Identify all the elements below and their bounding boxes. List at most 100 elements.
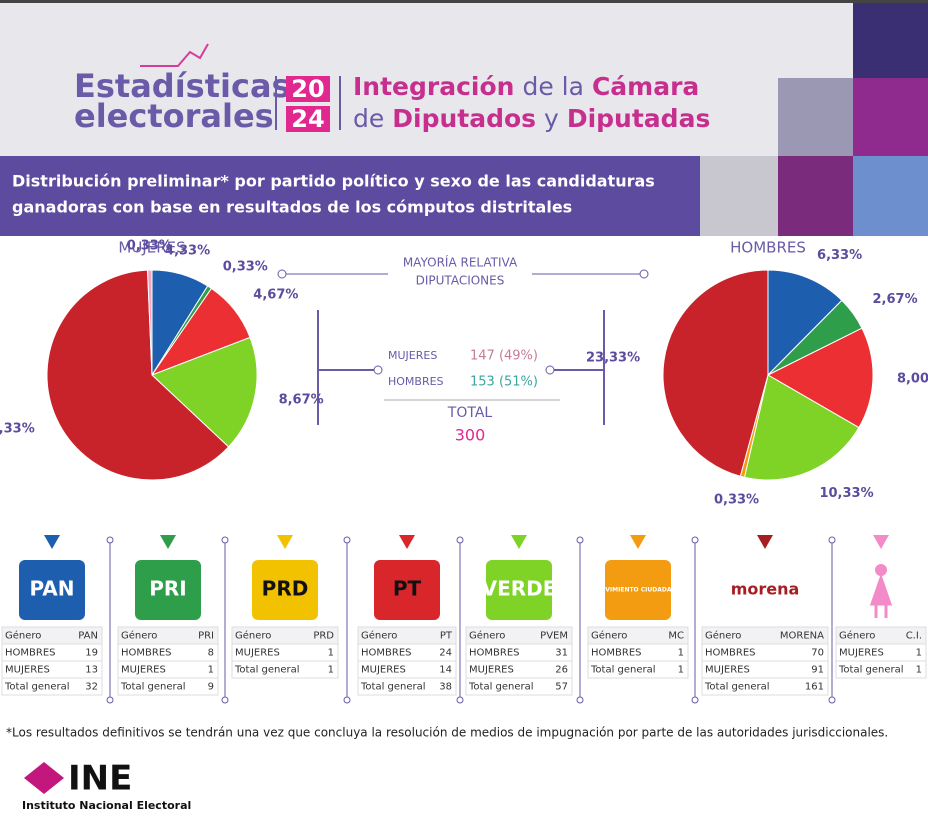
table-cell: Género bbox=[361, 630, 397, 642]
ci-body bbox=[869, 573, 893, 618]
title: de Diputados y Diputadas bbox=[353, 104, 710, 133]
separator-dot bbox=[828, 536, 836, 544]
table-cell: Total general bbox=[704, 682, 770, 693]
bracket bbox=[550, 310, 605, 425]
marker bbox=[399, 535, 415, 549]
table-cell: Total general bbox=[468, 682, 534, 693]
table-cell: 161 bbox=[805, 682, 824, 693]
table-cell: HOMBRES bbox=[361, 648, 412, 659]
table-cell: Género bbox=[5, 630, 41, 642]
table-row bbox=[465, 677, 573, 696]
pie-slice bbox=[147, 269, 153, 376]
brand: Estadísticas bbox=[74, 67, 291, 105]
banner-text: ganadoras con base en resultados de los … bbox=[12, 198, 572, 217]
marker bbox=[511, 535, 527, 549]
connector-dot bbox=[545, 365, 555, 375]
pie-label: 4,67% bbox=[253, 288, 298, 303]
table-cell: MORENA bbox=[780, 631, 824, 642]
table-cell: MUJERES bbox=[469, 665, 514, 676]
summary-label: MUJERES bbox=[388, 349, 437, 362]
bracket bbox=[317, 310, 378, 425]
pie-label: 23,33% bbox=[586, 350, 640, 365]
marker bbox=[44, 535, 60, 549]
pie-slice bbox=[766, 327, 874, 429]
table-cell: MUJERES bbox=[705, 665, 750, 676]
pie-slice bbox=[46, 269, 230, 481]
year: 20 bbox=[291, 75, 324, 103]
pie-slice bbox=[151, 336, 258, 448]
logo-text: MOVIMIENTO CIUDADANO bbox=[594, 587, 681, 594]
table-cell: MUJERES bbox=[5, 665, 50, 676]
table-cell: Género bbox=[121, 630, 157, 642]
pie-label: 8,00% bbox=[897, 372, 928, 387]
deco bbox=[778, 78, 853, 156]
table-cell: HOMBRES bbox=[705, 648, 756, 659]
separator-dot bbox=[343, 536, 351, 544]
pie-slice bbox=[767, 269, 843, 377]
separator-dot bbox=[343, 696, 351, 704]
pie-title: MUJERES bbox=[118, 239, 185, 257]
table-cell: 26 bbox=[555, 665, 568, 676]
year-bg bbox=[286, 106, 330, 132]
summary-title: DIPUTACIONES bbox=[416, 274, 505, 288]
table-cell: HOMBRES bbox=[469, 648, 520, 659]
title-part: de la bbox=[522, 72, 583, 101]
table-cell: 1 bbox=[916, 665, 922, 676]
table-cell: C.I. bbox=[906, 631, 922, 642]
brand: electorales bbox=[74, 97, 274, 135]
pie-label: 8,67% bbox=[279, 392, 324, 407]
title-part: Diputadas bbox=[567, 104, 710, 133]
logo-text: PRI bbox=[149, 577, 187, 601]
table-row bbox=[587, 660, 689, 679]
deco bbox=[853, 3, 928, 78]
logo-bg bbox=[486, 560, 552, 620]
table-cell: MUJERES bbox=[121, 665, 166, 676]
table-cell: MUJERES bbox=[839, 648, 884, 659]
connector-dot bbox=[373, 365, 383, 375]
separator-dot bbox=[691, 536, 699, 544]
marker bbox=[630, 535, 646, 549]
total-label: TOTAL bbox=[447, 405, 493, 421]
separator-dot bbox=[456, 696, 464, 704]
logo-text: PAN bbox=[29, 577, 74, 601]
table-cell: MUJERES bbox=[361, 665, 406, 676]
deco-arrow bbox=[140, 43, 209, 67]
logo-text: morena bbox=[731, 580, 800, 599]
footnote: *Los resultados definitivos se tendrán u… bbox=[6, 726, 888, 740]
pie-label: 2,67% bbox=[873, 292, 918, 307]
pie-label: 6,33% bbox=[817, 248, 862, 263]
deco bbox=[700, 156, 778, 236]
table-cell: 8 bbox=[208, 648, 214, 659]
year: 24 bbox=[291, 105, 324, 133]
marker bbox=[160, 535, 176, 549]
table-cell: 13 bbox=[85, 665, 98, 676]
banner-text: Distribución preliminar* por partido pol… bbox=[12, 172, 655, 191]
table-cell: 14 bbox=[439, 665, 452, 676]
total: 300 bbox=[455, 426, 486, 445]
pie-label: 4,33% bbox=[165, 244, 210, 259]
deco bbox=[853, 156, 928, 236]
title-part: Cámara bbox=[592, 72, 699, 101]
table-cell: 57 bbox=[555, 682, 568, 693]
table-row bbox=[231, 660, 339, 679]
table-cell: MUJERES bbox=[235, 648, 280, 659]
ine-name: Instituto Nacional Electoral bbox=[22, 799, 191, 812]
separator-dot bbox=[106, 536, 114, 544]
title: Integración de la Cámara bbox=[353, 72, 699, 101]
table-cell: Total general bbox=[838, 665, 904, 676]
table-cell: Género bbox=[839, 630, 875, 642]
table-cell: Género bbox=[469, 630, 505, 642]
pie-label: 0,33% bbox=[714, 493, 759, 508]
table-cell: Total general bbox=[234, 665, 300, 676]
table-cell: PVEM bbox=[540, 631, 568, 642]
separator-dot bbox=[221, 696, 229, 704]
table-cell: HOMBRES bbox=[591, 648, 642, 659]
pie-title: HOMBRES bbox=[730, 239, 806, 257]
summary-title: MAYORÍA RELATIVA bbox=[403, 255, 518, 270]
table-cell: PRD bbox=[313, 631, 334, 642]
summary-value: 153 (51%) bbox=[470, 375, 538, 390]
table-cell: PT bbox=[440, 631, 453, 642]
title-part: Diputados bbox=[392, 104, 536, 133]
